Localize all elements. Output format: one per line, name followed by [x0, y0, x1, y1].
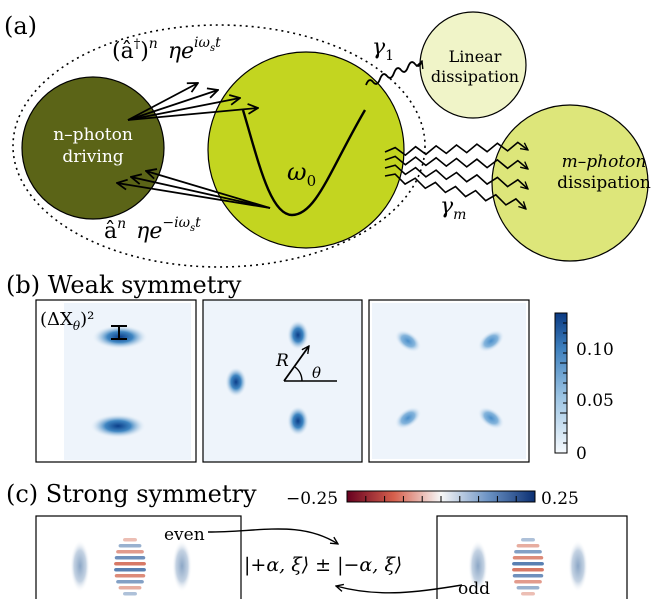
driving-label-line2: driving — [62, 147, 123, 167]
linear-dissipation-arrow — [365, 61, 422, 86]
fringe-negative — [514, 580, 542, 584]
plot2-peak-bottom — [287, 406, 309, 436]
fringe-positive — [114, 556, 146, 560]
linear-rate-label: γ1 — [372, 35, 394, 64]
even-left-lobe — [70, 540, 90, 592]
multi-rate-label: γm — [440, 194, 466, 223]
creation-operator-label: (â†)n ηeiωst — [112, 35, 221, 64]
even-interference-fringes — [114, 538, 146, 596]
colorbar-tick-010: 0.10 — [576, 340, 614, 360]
colorbar-min-label: −0.25 — [286, 489, 338, 509]
panel-a-label: (a) — [4, 12, 37, 40]
annihilation-operator-label: ân ηe−iωst — [104, 215, 201, 244]
fringe-negative — [116, 550, 144, 554]
fringe-positive — [512, 562, 544, 566]
fringe-negative — [512, 556, 544, 560]
panel-c-label: (c) Strong symmetry — [6, 480, 257, 508]
multi-wavy-arrow — [384, 141, 528, 157]
polar-coordinate-glyph — [283, 346, 337, 382]
plot2-peak-left — [225, 367, 247, 397]
fringe-positive — [521, 538, 535, 542]
odd-arrow — [336, 585, 463, 594]
cavity-circle — [207, 51, 405, 249]
fringe-negative — [521, 592, 535, 596]
linear-label-line2: dissipation — [431, 67, 519, 86]
strong-colorbar-ticks — [346, 496, 536, 502]
fringe-positive — [116, 580, 144, 584]
weak-colorbar-ticks — [560, 312, 567, 454]
system-boundary — [12, 24, 426, 268]
radius-label: R — [275, 351, 289, 371]
odd-right-lobe — [568, 540, 588, 592]
drive-arrows-forward — [127, 83, 258, 121]
fringe-negative — [114, 574, 146, 578]
fringe-positive — [114, 568, 146, 572]
driving-circle — [21, 76, 165, 220]
multi-label-line2: dissipation — [557, 173, 651, 193]
plot3-peak-bl — [394, 406, 422, 430]
fringe-positive — [118, 544, 142, 548]
multi-wavy-arrow — [384, 173, 526, 209]
wigner-plot-3-bg — [372, 303, 526, 459]
cavity-frequency: ω0 — [287, 158, 316, 190]
angle-label: θ — [312, 364, 321, 382]
fringe-positive — [516, 586, 540, 590]
colorbar-max-label: 0.25 — [541, 489, 579, 509]
plot3-peak-tl — [394, 329, 422, 353]
fringe-negative — [516, 544, 540, 548]
linear-label-line1: Linear — [449, 47, 502, 66]
fringe-positive — [123, 592, 137, 596]
fringe-negative — [512, 568, 544, 572]
multi-dissipation-arrows — [384, 141, 528, 209]
cat-state-label: |+α, ξ⟩ ± |−α, ξ⟩ — [244, 554, 402, 576]
potential-well-curve — [241, 109, 367, 217]
multi-wavy-arrow — [384, 155, 528, 169]
fringe-negative — [114, 562, 146, 566]
even-label: even — [164, 525, 205, 545]
fringe-positive — [514, 550, 542, 554]
fringe-positive — [512, 574, 544, 578]
multi-label-line1: m–photon — [562, 152, 647, 172]
fringe-negative — [123, 538, 137, 542]
variance-bar — [111, 325, 127, 340]
plot1-peak-bottom — [90, 414, 146, 438]
variance-label: (ΔXθ)² — [40, 309, 94, 333]
drive-arrows-backward — [117, 171, 271, 209]
driving-label-line1: n–photon — [53, 125, 133, 145]
panel-b-label: (b) Weak symmetry — [6, 271, 242, 299]
plot2-peak-top — [287, 320, 309, 350]
odd-interference-fringes — [512, 538, 544, 596]
multi-dissipation-circle — [491, 104, 649, 262]
colorbar-tick-005: 0.05 — [576, 391, 614, 411]
multi-wavy-arrow — [384, 164, 528, 189]
even-arrow — [207, 528, 338, 544]
fringe-negative — [118, 586, 142, 590]
colorbar-tick-0: 0 — [576, 444, 587, 464]
plot3-peak-br — [477, 406, 505, 430]
even-right-lobe — [172, 540, 192, 592]
odd-label: odd — [458, 579, 490, 599]
odd-left-lobe — [468, 540, 488, 592]
plot3-peak-tr — [477, 329, 505, 353]
